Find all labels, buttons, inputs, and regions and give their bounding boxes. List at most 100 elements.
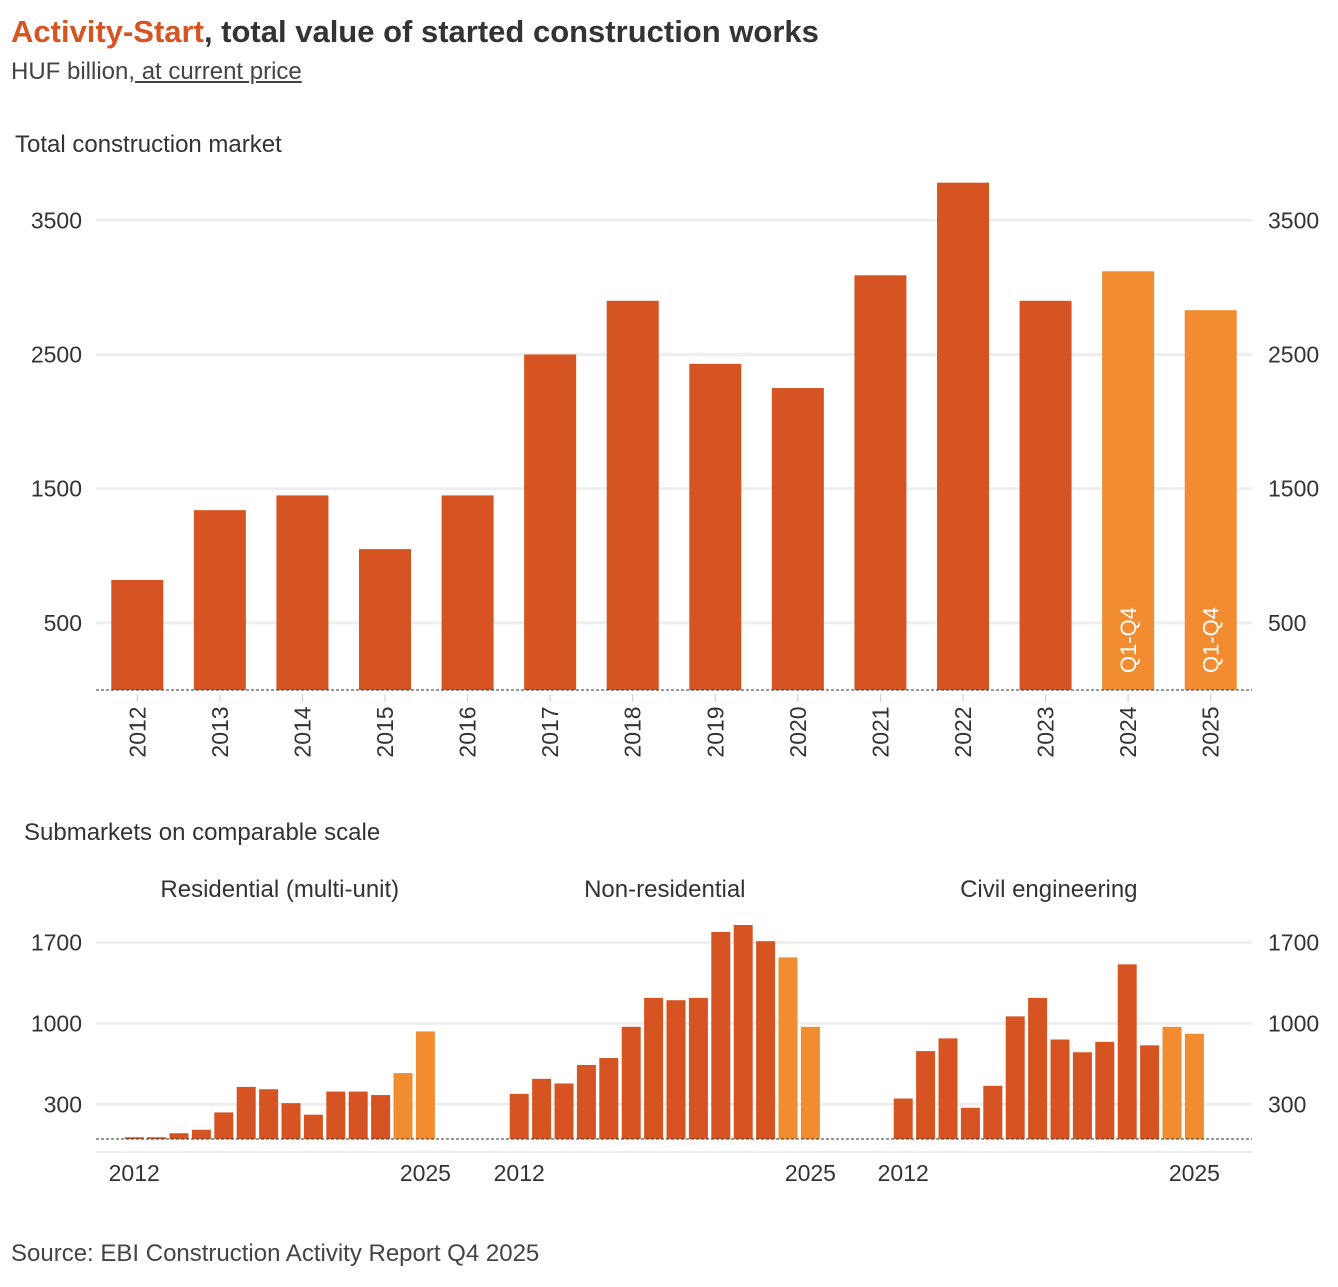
panel-bar-residential-multi-unit-2018 xyxy=(259,1089,279,1139)
sub-chart-title: Submarkets on comparable scale xyxy=(24,819,380,846)
main-bar-2015 xyxy=(359,549,411,690)
panel-x-first-label: 2012 xyxy=(109,1160,160,1186)
panel-bar-residential-multi-unit-2014 xyxy=(169,1133,189,1139)
main-bar-2018 xyxy=(606,300,659,690)
sub-y-tick-right: 1000 xyxy=(1268,1010,1319,1036)
panel-x-last-label: 2025 xyxy=(400,1160,451,1186)
main-x-tick-label: 2019 xyxy=(702,706,728,757)
panel-bar-residential-multi-unit-2012 xyxy=(124,1137,144,1139)
main-x-tick-label: 2014 xyxy=(289,706,315,757)
panel-x-last-label: 2025 xyxy=(785,1160,836,1186)
panel-bar-civil-engineering-2019 xyxy=(1050,1039,1070,1139)
panel-bar-residential-multi-unit-2024 xyxy=(393,1073,413,1139)
panel-bar-civil-engineering-2021 xyxy=(1095,1041,1115,1139)
main-bar-2023 xyxy=(1019,300,1072,690)
main-x-tick-label: 2018 xyxy=(620,706,646,757)
main-y-tick-right: 2500 xyxy=(1268,341,1319,367)
panel-bar-civil-engineering-2024 xyxy=(1162,1026,1182,1139)
main-x-tick-label: 2024 xyxy=(1115,706,1141,757)
main-x-tick-label: 2025 xyxy=(1198,706,1224,757)
panel-bar-residential-multi-unit-2015 xyxy=(191,1129,211,1139)
main-y-tick-left: 500 xyxy=(44,610,82,636)
main-bar-2021 xyxy=(854,275,907,690)
sub-y-tick-right: 1700 xyxy=(1268,929,1319,955)
main-y-tick-left: 3500 xyxy=(31,207,82,233)
panel-bar-residential-multi-unit-2022 xyxy=(348,1091,368,1139)
chart-title: Activity-Start, total value of started c… xyxy=(11,14,819,50)
panel-bar-non-residential-2020 xyxy=(688,997,708,1139)
main-y-tick-left: 1500 xyxy=(31,476,82,502)
panel-bar-civil-engineering-2025 xyxy=(1184,1033,1204,1139)
panel-bar-civil-engineering-2016 xyxy=(983,1085,1003,1139)
panel-bar-non-residential-2014 xyxy=(554,1083,574,1139)
panel-bar-non-residential-2016 xyxy=(599,1058,619,1139)
main-x-tick-label: 2012 xyxy=(124,706,150,757)
panel-bar-civil-engineering-2020 xyxy=(1072,1052,1092,1139)
panel-x-first-label: 2012 xyxy=(494,1160,545,1186)
main-y-tick-right: 1500 xyxy=(1268,476,1319,502)
main-x-tick-label: 2013 xyxy=(207,706,233,757)
chart-title-accent: Activity-Start xyxy=(11,14,204,49)
panel-bar-civil-engineering-2017 xyxy=(1005,1016,1025,1139)
main-bar-2022 xyxy=(937,182,989,690)
subtitle-unit: HUF billion, xyxy=(11,58,136,85)
main-chart-title: Total construction market xyxy=(15,131,282,158)
panel-bar-non-residential-2015 xyxy=(576,1064,596,1139)
panel-bar-non-residential-2019 xyxy=(666,1000,686,1139)
panel-bar-non-residential-2017 xyxy=(621,1026,641,1139)
sub-y-tick-left: 1000 xyxy=(31,1010,82,1036)
panel-bar-civil-engineering-2012 xyxy=(893,1098,913,1139)
main-bar-label: Q1-Q4 xyxy=(1116,607,1141,673)
sub-y-tick-right: 300 xyxy=(1268,1091,1306,1117)
main-bar-label: Q1-Q4 xyxy=(1199,607,1224,673)
panel-bar-residential-multi-unit-2019 xyxy=(281,1103,301,1139)
panel-title-non-residential: Non-residential xyxy=(584,876,745,903)
panel-title-residential-multi-unit: Residential (multi-unit) xyxy=(160,876,399,903)
main-x-tick-label: 2015 xyxy=(372,706,398,757)
main-x-tick-label: 2017 xyxy=(537,706,563,757)
panel-bar-non-residential-2012 xyxy=(509,1093,529,1139)
panel-bar-residential-multi-unit-2021 xyxy=(326,1091,346,1139)
panel-bar-residential-multi-unit-2017 xyxy=(236,1086,256,1139)
main-y-tick-right: 500 xyxy=(1268,610,1306,636)
panel-bar-residential-multi-unit-2013 xyxy=(147,1137,167,1139)
panel-bar-residential-multi-unit-2025 xyxy=(415,1031,435,1139)
main-bar-2014 xyxy=(276,495,329,690)
panel-bar-civil-engineering-2015 xyxy=(960,1107,980,1139)
panel-bar-non-residential-2022 xyxy=(733,925,753,1139)
main-bar-2025 xyxy=(1184,310,1237,690)
source-note: Source: EBI Construction Activity Report… xyxy=(11,1240,540,1267)
subtitle-price-basis: at current price xyxy=(135,58,302,85)
panel-title-civil-engineering: Civil engineering xyxy=(960,876,1137,903)
sub-y-tick-left: 1700 xyxy=(31,929,82,955)
panel-bar-non-residential-2023 xyxy=(756,941,776,1139)
panel-bar-residential-multi-unit-2016 xyxy=(214,1112,234,1139)
main-x-tick-label: 2023 xyxy=(1033,706,1059,757)
panel-bar-civil-engineering-2023 xyxy=(1140,1045,1160,1139)
panel-bar-non-residential-2018 xyxy=(644,997,664,1139)
main-x-tick-label: 2021 xyxy=(867,706,893,757)
panel-bar-residential-multi-unit-2020 xyxy=(303,1114,323,1139)
main-bar-2012 xyxy=(111,579,164,690)
main-bar-2019 xyxy=(689,363,742,690)
panel-bar-civil-engineering-2018 xyxy=(1028,997,1048,1139)
main-bar-2016 xyxy=(441,495,494,690)
panel-bar-civil-engineering-2022 xyxy=(1117,964,1137,1139)
panel-bar-non-residential-2025 xyxy=(800,1026,820,1139)
main-x-tick-label: 2016 xyxy=(455,706,481,757)
main-bar-2013 xyxy=(193,510,246,690)
panel-bar-residential-multi-unit-2023 xyxy=(371,1095,391,1139)
main-bar-2024 xyxy=(1102,271,1155,690)
panel-x-last-label: 2025 xyxy=(1169,1160,1220,1186)
main-x-tick-label: 2020 xyxy=(785,706,811,757)
panel-x-first-label: 2012 xyxy=(878,1160,929,1186)
panel-bar-non-residential-2024 xyxy=(778,957,798,1139)
panel-bar-civil-engineering-2013 xyxy=(916,1051,936,1139)
chart-subtitle: HUF billion, at current price xyxy=(11,58,302,86)
chart-title-rest: , total value of started construction wo… xyxy=(203,14,819,49)
main-bar-2017 xyxy=(524,354,577,690)
panel-bar-non-residential-2013 xyxy=(532,1078,552,1139)
panel-bar-civil-engineering-2014 xyxy=(938,1038,958,1139)
main-bar-2020 xyxy=(771,388,824,690)
